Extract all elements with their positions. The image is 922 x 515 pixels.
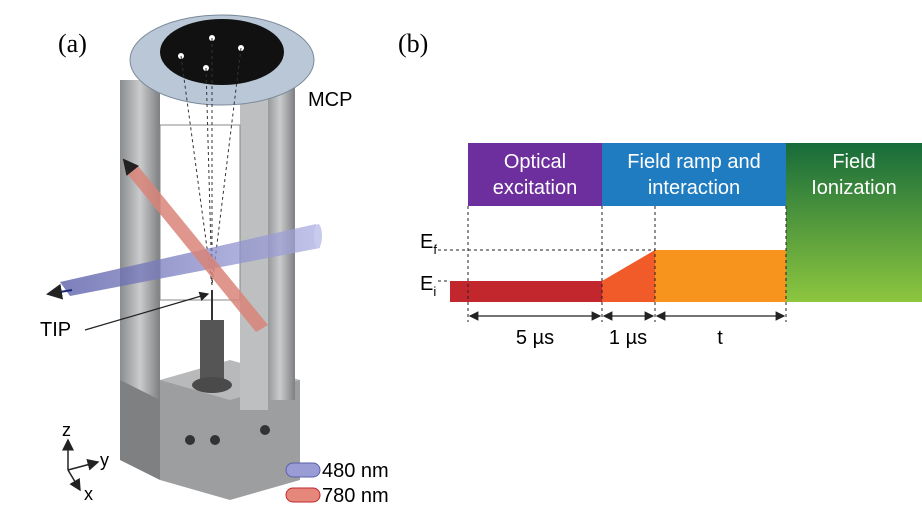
mcp-label: MCP [308, 89, 352, 111]
duration-label: 1 µs [609, 327, 647, 349]
pulse-ramp [602, 250, 655, 302]
phase-label: interaction [648, 177, 740, 199]
apparatus [48, 15, 322, 500]
phase-label: excitation [493, 177, 578, 199]
panel-label: (b) [398, 29, 428, 58]
legend-swatch [286, 463, 320, 477]
axis-x: x [84, 484, 93, 504]
text: E [420, 273, 433, 295]
panel-label: (a) [58, 29, 87, 58]
legend-swatch [286, 488, 320, 502]
text: f [433, 242, 437, 257]
duration-label: 5 µs [516, 327, 554, 349]
level-label: Ei [420, 273, 436, 299]
duration-label: t [717, 327, 723, 349]
legend-label: 780 nm [322, 485, 389, 507]
axis-y: y [100, 450, 109, 470]
legend-label: 480 nm [322, 460, 389, 482]
axis-z: z [62, 420, 71, 440]
pulse-level [655, 250, 786, 302]
pulse-level [450, 281, 602, 302]
phase-label: Optical [504, 151, 566, 173]
phase-label: Ionization [811, 177, 897, 199]
text: E [420, 231, 433, 253]
phase-label: Field ramp and [627, 151, 760, 173]
tip-label: TIP [40, 319, 71, 341]
figure: (a) MCP TIP z y x 480 nm 780 nm (b) Opti… [0, 0, 922, 515]
axes-triad [68, 440, 98, 490]
text: i [433, 284, 436, 299]
level-label: Ef [420, 231, 437, 257]
phase-label: Field [832, 151, 875, 173]
